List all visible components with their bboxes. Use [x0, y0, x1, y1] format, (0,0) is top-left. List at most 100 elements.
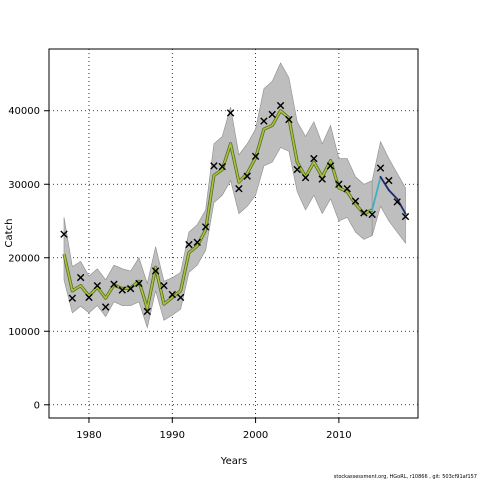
observed-mark-b — [68, 294, 77, 302]
observed-point-1999 — [243, 172, 251, 180]
observed-mark-b — [76, 273, 85, 282]
observed-point-2017 — [393, 198, 401, 206]
observed-point-1991 — [176, 293, 185, 302]
y-tick-label-40000: 40000 — [8, 106, 40, 117]
footer-credit: stockassessment.org, HGoRL, r10866 , git… — [334, 474, 477, 480]
observed-mark-b — [385, 176, 393, 185]
observed-mark-b — [135, 279, 143, 288]
observed-point-1982 — [101, 303, 110, 311]
observed-mark-b — [210, 162, 218, 170]
observed-point-1980 — [85, 293, 93, 302]
observed-mark-b — [243, 172, 251, 180]
observed-mark-b — [301, 173, 310, 182]
x-tick-label-1990: 1990 — [160, 430, 185, 441]
observed-mark-b — [310, 154, 318, 163]
observed-mark-b — [143, 307, 151, 316]
observed-points-layer — [60, 101, 410, 316]
observed-mark-b — [268, 110, 276, 119]
observed-point-2018 — [401, 212, 410, 221]
observed-mark-b — [260, 117, 268, 125]
observed-mark-b — [93, 281, 102, 290]
observed-point-1984 — [118, 286, 126, 294]
observed-mark-b — [401, 212, 410, 221]
axis-layer: 1980 1990 2000 2010 0 10000 20000 30000 40000 — [8, 106, 351, 441]
observed-point-2004 — [285, 115, 293, 124]
y-axis-title: Catch — [4, 219, 15, 248]
forecast-confidence-band — [371, 140, 406, 244]
estimate-confidence-band — [63, 62, 373, 329]
forecast-segment-2015 — [379, 176, 390, 192]
observed-mark-b — [276, 101, 285, 110]
observed-mark-b — [118, 286, 126, 294]
observed-point-2014 — [368, 210, 376, 219]
observed-mark-b — [218, 162, 226, 171]
observed-point-1989 — [160, 281, 168, 290]
observed-mark-b — [85, 293, 93, 302]
observed-point-1981 — [93, 281, 102, 290]
observed-point-2006 — [301, 173, 310, 182]
observed-mark-b — [110, 280, 118, 288]
observed-mark-b — [368, 210, 376, 219]
observed-mark-b — [318, 175, 326, 183]
observed-point-2010 — [335, 180, 343, 188]
observed-point-2005 — [293, 165, 301, 174]
observed-point-1988 — [151, 267, 160, 275]
observed-point-1998 — [235, 184, 243, 193]
plot-frame — [48, 48, 419, 419]
observed-mark-b — [235, 184, 243, 193]
x-tick-label-2010: 2010 — [326, 430, 351, 441]
observed-mark-b — [351, 197, 360, 205]
observed-point-1993 — [193, 238, 201, 247]
observed-mark-b — [60, 230, 68, 238]
observed-point-2008 — [318, 175, 326, 183]
observed-mark-b — [151, 267, 160, 275]
observed-point-1985 — [126, 284, 135, 293]
confidence-band-layer — [63, 62, 406, 329]
observed-point-1990 — [168, 290, 176, 299]
observed-point-2016 — [385, 176, 393, 185]
observed-point-1977 — [60, 230, 68, 238]
observed-point-2012 — [351, 197, 360, 205]
observed-point-1992 — [185, 240, 193, 249]
observed-mark-b — [335, 180, 343, 188]
observed-mark-b — [101, 303, 110, 311]
observed-mark-b — [251, 152, 260, 161]
observed-mark-b — [226, 109, 235, 117]
observed-point-2015 — [376, 164, 385, 172]
observed-point-1995 — [210, 162, 218, 170]
observed-point-2000 — [251, 152, 260, 161]
observed-point-2003 — [276, 101, 285, 110]
observed-point-2009 — [326, 162, 335, 170]
forecast-segment-2014 — [371, 176, 382, 211]
y-tick-label-30000: 30000 — [8, 180, 40, 191]
observed-mark-b — [185, 240, 193, 249]
observed-mark-b — [393, 198, 401, 206]
observed-point-1986 — [135, 279, 143, 288]
observed-point-2001 — [260, 117, 268, 125]
observed-point-1983 — [110, 280, 118, 288]
observed-mark-b — [160, 281, 168, 290]
observed-mark-b — [293, 165, 301, 174]
forecast-segment-2016 — [387, 189, 399, 200]
observed-mark-b — [201, 223, 210, 231]
observed-mark-b — [326, 162, 335, 170]
x-tick-label-2000: 2000 — [243, 430, 268, 441]
observed-point-2002 — [268, 110, 276, 119]
y-tick-label-20000: 20000 — [8, 253, 40, 264]
observed-point-1979 — [76, 273, 85, 282]
observed-point-1996 — [218, 162, 226, 171]
x-axis-title: Years — [220, 456, 247, 467]
observed-point-1997 — [226, 109, 235, 117]
y-tick-label-10000: 10000 — [8, 327, 40, 338]
observed-point-1978 — [68, 294, 77, 302]
observed-mark-b — [168, 290, 176, 299]
y-tick-label-0: 0 — [34, 400, 40, 411]
observed-point-1987 — [143, 307, 151, 316]
observed-mark-b — [176, 293, 185, 302]
observed-point-2011 — [343, 184, 351, 193]
observed-point-1994 — [201, 223, 210, 231]
observed-mark-b — [376, 164, 385, 172]
observed-mark-b — [285, 115, 293, 124]
observed-mark-b — [193, 238, 201, 247]
